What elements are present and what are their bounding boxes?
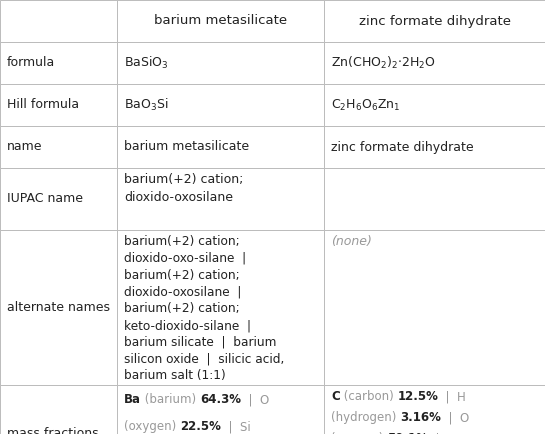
- Bar: [324, 230, 545, 385]
- Text: 22.5%: 22.5%: [180, 420, 221, 433]
- Bar: [117, 0, 324, 42]
- Text: mass fractions: mass fractions: [7, 427, 99, 434]
- Bar: [117, 84, 324, 126]
- Text: (oxygen): (oxygen): [331, 432, 387, 434]
- Text: Hill formula: Hill formula: [7, 99, 79, 112]
- Text: $\mathregular{C_2H_6O_6Zn_1}$: $\mathregular{C_2H_6O_6Zn_1}$: [331, 98, 401, 112]
- Bar: [0, 230, 117, 385]
- Text: C: C: [331, 390, 340, 403]
- Bar: [117, 230, 324, 385]
- Text: zinc formate dihydrate: zinc formate dihydrate: [359, 14, 511, 27]
- Bar: [0, 0, 117, 42]
- Bar: [0, 168, 117, 230]
- Text: |  Zn: | Zn: [428, 432, 463, 434]
- Text: (oxygen): (oxygen): [124, 420, 180, 433]
- Bar: [324, 42, 545, 84]
- Bar: [324, 84, 545, 126]
- Text: (barium): (barium): [141, 393, 200, 406]
- Text: $\mathregular{Zn(CHO_2)_2{\cdot}2H_2O}$: $\mathregular{Zn(CHO_2)_2{\cdot}2H_2O}$: [331, 55, 436, 71]
- Bar: [0, 385, 117, 434]
- Text: formula: formula: [7, 56, 55, 69]
- Bar: [0, 84, 117, 126]
- Bar: [117, 385, 324, 434]
- Text: Ba: Ba: [124, 393, 141, 406]
- Bar: [324, 168, 545, 230]
- Text: (carbon): (carbon): [340, 390, 397, 403]
- Text: barium metasilicate: barium metasilicate: [154, 14, 287, 27]
- Text: (none): (none): [331, 235, 372, 248]
- Text: |  Si: | Si: [221, 420, 251, 433]
- Text: alternate names: alternate names: [7, 301, 110, 314]
- Text: barium(+2) cation;
dioxido-oxosilane: barium(+2) cation; dioxido-oxosilane: [124, 173, 244, 204]
- Bar: [324, 0, 545, 42]
- Bar: [117, 42, 324, 84]
- Text: IUPAC name: IUPAC name: [7, 193, 83, 206]
- Text: barium metasilicate: barium metasilicate: [124, 141, 249, 154]
- Text: |  O: | O: [441, 411, 470, 424]
- Text: (hydrogen): (hydrogen): [331, 411, 401, 424]
- Bar: [324, 385, 545, 434]
- Text: 3.16%: 3.16%: [401, 411, 441, 424]
- Bar: [324, 126, 545, 168]
- Text: |  O: | O: [241, 393, 269, 406]
- Text: name: name: [7, 141, 43, 154]
- Text: |  H: | H: [438, 390, 466, 403]
- Bar: [117, 126, 324, 168]
- Text: barium(+2) cation;
dioxido-oxo-silane  |
barium(+2) cation;
dioxido-oxosilane  |: barium(+2) cation; dioxido-oxo-silane | …: [124, 235, 284, 382]
- Text: $\mathregular{BaSiO_3}$: $\mathregular{BaSiO_3}$: [124, 55, 168, 71]
- Bar: [0, 42, 117, 84]
- Text: $\mathregular{BaO_3Si}$: $\mathregular{BaO_3Si}$: [124, 97, 168, 113]
- Text: zinc formate dihydrate: zinc formate dihydrate: [331, 141, 474, 154]
- Bar: [117, 168, 324, 230]
- Text: 64.3%: 64.3%: [200, 393, 241, 406]
- Text: 12.5%: 12.5%: [397, 390, 438, 403]
- Text: 50.1%: 50.1%: [387, 432, 428, 434]
- Bar: [0, 126, 117, 168]
